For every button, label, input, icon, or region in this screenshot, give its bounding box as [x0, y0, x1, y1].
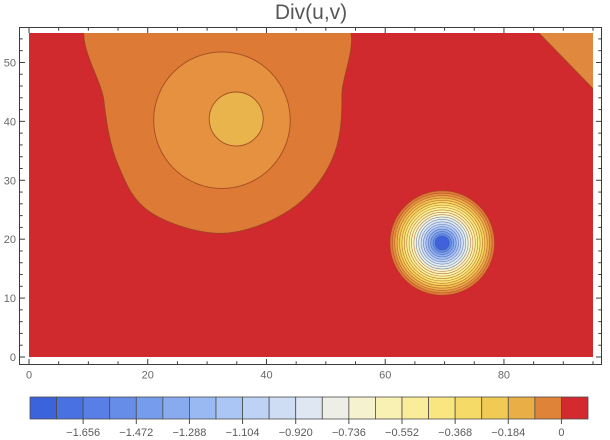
colorbar-segment — [507, 396, 536, 420]
colorbar-segment — [561, 396, 589, 420]
axis-tick-labels: 0 20 40 60 80 0 10 20 30 40 50 — [4, 57, 510, 381]
sink-blob-core — [434, 235, 450, 251]
colorbar-segment — [295, 396, 323, 420]
colorbar-segment — [428, 396, 456, 420]
colorbar-segment — [375, 396, 403, 420]
y-tick-label: 30 — [4, 175, 16, 187]
colorbar-segment — [534, 396, 562, 420]
colorbar-tick-label: −0.920 — [279, 427, 313, 439]
colorbar-segment — [29, 396, 57, 420]
plot-frame — [19, 27, 602, 365]
colorbar-segment — [215, 396, 243, 420]
colorbar-segment — [348, 396, 376, 420]
x-tick-label: 20 — [142, 370, 154, 382]
colorbar-segment — [56, 396, 84, 420]
colorbar-tick-label: 0 — [558, 427, 564, 439]
colorbar-tick-label: −1.104 — [226, 427, 260, 439]
x-tick-label: 80 — [498, 370, 510, 382]
colorbar-segment — [135, 396, 164, 420]
colorbar-tick-label: −0.368 — [438, 427, 472, 439]
x-tick-label: 60 — [379, 370, 391, 382]
x-tick-label: 40 — [260, 370, 272, 382]
colorbar-segment — [82, 396, 111, 420]
colorbar-segment — [162, 396, 190, 420]
y-tick-label: 0 — [10, 352, 16, 364]
colorbar-segment — [109, 396, 137, 420]
colorbar-tick-label: −0.184 — [491, 427, 525, 439]
colorbar-segment — [481, 396, 509, 420]
y-tick-label: 20 — [4, 234, 16, 246]
colorbar-labels: −1.656 −1.472 −1.288 −1.104 −0.920 −0.736 −0.5… — [66, 427, 564, 439]
colorbar-segment — [321, 396, 350, 420]
colorbar-segment — [401, 396, 429, 420]
colorbar-tick-label: −0.736 — [332, 427, 366, 439]
colorbar-tick-label: −1.288 — [172, 427, 206, 439]
corner-wedge-band — [538, 33, 593, 90]
colorbar — [29, 396, 589, 424]
y-tick-label: 50 — [4, 57, 16, 69]
y-tick-label: 10 — [4, 293, 16, 305]
colorbar-tick-label: −1.472 — [119, 427, 153, 439]
colorbar-tick-label: −1.656 — [66, 427, 100, 439]
source-blob-inner-band — [208, 91, 264, 147]
axis-ticks — [19, 27, 602, 365]
colorbar-segment — [242, 396, 270, 420]
colorbar-segment — [268, 396, 297, 420]
plot-title: Div(u,v) — [274, 1, 348, 24]
colorbar-segment — [454, 396, 483, 420]
x-tick-label: 0 — [26, 370, 32, 382]
colorbar-tick-label: −0.552 — [385, 427, 419, 439]
y-tick-label: 40 — [4, 116, 16, 128]
plot-area — [29, 33, 593, 357]
colorbar-segment — [189, 396, 217, 420]
